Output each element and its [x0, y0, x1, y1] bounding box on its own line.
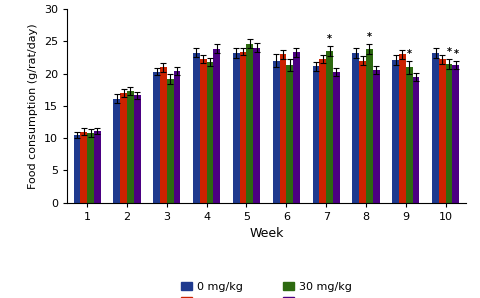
Bar — [399, 54, 406, 203]
Bar — [453, 65, 459, 203]
Text: *: * — [407, 49, 412, 59]
Bar — [134, 95, 141, 203]
Bar — [293, 52, 300, 203]
Bar — [233, 53, 240, 203]
X-axis label: Week: Week — [249, 227, 284, 240]
Bar — [127, 91, 134, 203]
Text: *: * — [446, 47, 452, 57]
Bar — [319, 59, 326, 203]
Bar — [87, 133, 94, 203]
Text: *: * — [327, 34, 332, 44]
Bar — [366, 49, 373, 203]
Bar — [200, 59, 207, 203]
Bar — [80, 132, 87, 203]
Bar — [153, 72, 160, 203]
Bar — [446, 64, 453, 203]
Text: *: * — [453, 49, 458, 59]
Bar — [392, 60, 399, 203]
Legend: 0 mg/kg, 15 mg/kg, 30 mg/kg, 60 mg/kg: 0 mg/kg, 15 mg/kg, 30 mg/kg, 60 mg/kg — [181, 282, 351, 298]
Bar — [439, 59, 445, 203]
Bar — [253, 48, 260, 203]
Bar — [373, 70, 380, 203]
Bar — [167, 79, 174, 203]
Bar — [406, 67, 413, 203]
Bar — [240, 52, 247, 203]
Bar — [432, 53, 439, 203]
Bar — [207, 62, 214, 203]
Bar — [279, 54, 287, 203]
Bar — [333, 72, 340, 203]
Bar — [273, 60, 279, 203]
Bar — [73, 135, 80, 203]
Bar — [214, 49, 220, 203]
Bar — [193, 53, 200, 203]
Y-axis label: Food consumption (g/rat/day): Food consumption (g/rat/day) — [28, 23, 38, 189]
Bar — [359, 60, 366, 203]
Bar — [247, 44, 253, 203]
Text: *: * — [367, 32, 372, 42]
Bar — [312, 66, 319, 203]
Bar — [352, 53, 359, 203]
Bar — [413, 77, 420, 203]
Bar — [160, 67, 167, 203]
Bar — [287, 65, 293, 203]
Bar — [113, 99, 120, 203]
Bar — [326, 51, 333, 203]
Bar — [174, 71, 180, 203]
Bar — [120, 93, 127, 203]
Bar — [94, 131, 101, 203]
